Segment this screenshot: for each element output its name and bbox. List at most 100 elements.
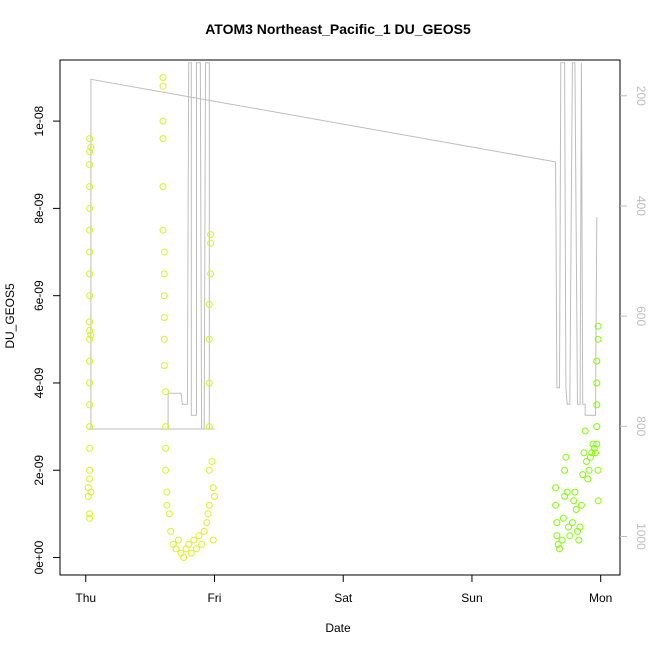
data-point	[586, 453, 594, 461]
x-axis: Thu Fri Sat Sun Mon	[75, 574, 612, 605]
data-point	[200, 527, 208, 535]
data-point	[558, 536, 566, 544]
data-point	[593, 423, 601, 431]
data-point	[86, 226, 94, 234]
points	[84, 74, 602, 561]
data-point	[87, 331, 95, 339]
data-point	[583, 458, 590, 465]
data-point	[86, 514, 94, 522]
data-point	[86, 357, 94, 365]
data-point	[207, 239, 215, 247]
x-tick-label: Mon	[589, 591, 612, 605]
data-point	[86, 475, 94, 483]
data-point	[86, 135, 94, 143]
data-point	[552, 484, 560, 492]
data-point	[86, 510, 94, 518]
data-point	[159, 74, 167, 81]
data-point	[204, 510, 212, 518]
x-tick-label: Thu	[75, 591, 96, 605]
data-point	[159, 117, 167, 125]
x-tick-label: Fri	[207, 591, 221, 605]
pressure-line	[88, 62, 598, 430]
data-point	[172, 545, 180, 553]
data-point	[86, 327, 94, 335]
data-point	[87, 143, 95, 151]
data-point	[566, 532, 574, 540]
data-point	[570, 497, 578, 505]
data-point	[86, 204, 94, 212]
data-point	[589, 440, 597, 448]
data-point	[580, 449, 588, 457]
data-point	[553, 532, 561, 540]
data-point	[165, 510, 173, 518]
y-tick-label: 8e-09	[32, 193, 46, 224]
data-point	[86, 148, 94, 156]
data-point	[86, 318, 94, 326]
data-point	[594, 322, 602, 330]
data-point	[195, 532, 203, 540]
data-point	[167, 527, 175, 535]
y-axis: 0e+00 2e-09 4e-09 6e-09 8e-09 1e-08	[32, 105, 61, 574]
data-point	[593, 357, 601, 365]
data-point	[86, 161, 94, 169]
y2-tick-label: 400	[634, 196, 648, 216]
data-point	[86, 466, 94, 474]
pressure-line	[88, 62, 215, 430]
data-point	[86, 335, 94, 343]
data-point	[205, 379, 213, 387]
chart-title: ATOM3 Northeast_Pacific_1 DU_GEOS5	[205, 21, 471, 37]
data-point	[86, 248, 94, 256]
data-point	[159, 226, 167, 234]
y-tick-label: 6e-09	[32, 280, 46, 311]
data-point	[594, 466, 602, 474]
data-point	[211, 492, 218, 500]
data-point	[563, 488, 571, 496]
data-point	[572, 506, 580, 513]
data-point	[159, 183, 167, 191]
data-point	[559, 514, 567, 522]
data-point	[579, 471, 587, 479]
data-point	[207, 231, 215, 239]
data-point	[568, 519, 576, 527]
data-point	[593, 401, 601, 409]
data-point	[593, 440, 601, 448]
data-point	[205, 501, 213, 509]
data-point	[159, 135, 167, 143]
y-tick-label: 4e-09	[32, 367, 46, 398]
data-point	[162, 388, 170, 396]
data-point	[86, 270, 94, 278]
data-point	[162, 423, 170, 431]
data-point	[561, 466, 569, 474]
data-point	[180, 554, 188, 561]
y2-tick-label: 1000	[634, 523, 648, 550]
y-axis-label: DU_GEOS5	[3, 283, 17, 349]
x-tick-label: Sat	[334, 591, 353, 605]
data-point	[577, 501, 585, 509]
data-point	[86, 423, 94, 431]
data-point	[581, 427, 589, 435]
data-point	[86, 379, 94, 387]
data-point	[160, 335, 168, 343]
y2-tick-label: 600	[634, 306, 648, 326]
y-tick-label: 2e-09	[32, 455, 46, 486]
data-point	[584, 475, 592, 483]
data-point	[594, 497, 602, 505]
y2-axis: 200 400 600 800 1000	[620, 86, 648, 550]
data-point	[205, 423, 213, 431]
data-point	[594, 335, 602, 343]
data-point	[87, 488, 95, 496]
data-point	[565, 523, 572, 531]
data-point	[209, 484, 217, 492]
data-point	[207, 270, 215, 278]
data-point	[86, 292, 94, 300]
data-point	[209, 536, 217, 544]
data-point	[552, 501, 560, 509]
data-point	[163, 501, 171, 509]
data-point	[205, 466, 213, 474]
data-point	[571, 488, 579, 496]
x-tick-label: Sun	[461, 591, 482, 605]
data-point	[86, 444, 94, 452]
data-point	[576, 523, 584, 531]
data-point	[205, 335, 213, 343]
